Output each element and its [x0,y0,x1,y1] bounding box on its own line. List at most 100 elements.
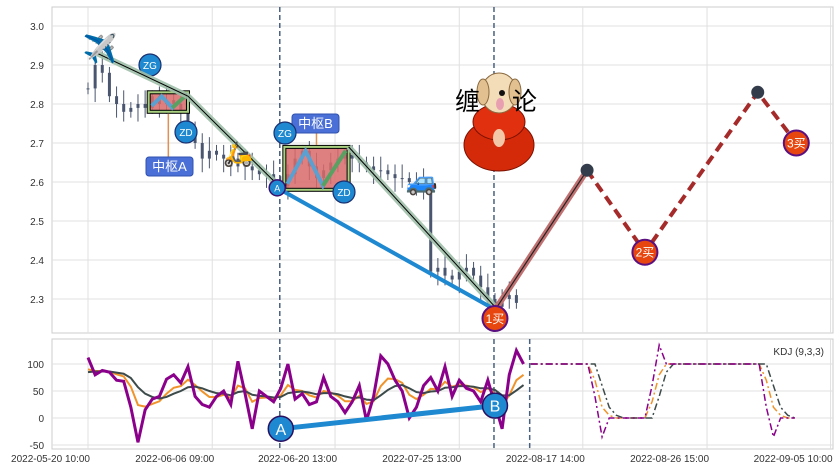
dog-nose [499,90,505,96]
candle-body [93,65,97,89]
x-tick-label: 2022-09-05 10:00 [754,454,833,465]
price-y-tick: 2.5 [30,217,44,228]
price-y-tick: 2.9 [30,61,44,72]
candle-body [143,104,147,108]
price-y-tick: 2.6 [30,178,44,189]
divergence-line [276,186,491,309]
x-tick-label: 2022-06-06 09:00 [135,454,214,465]
candle-body [479,275,483,288]
zhongshu-label-box [145,156,194,177]
candle-body [250,166,254,171]
buy-point-label: 2买 [636,246,655,260]
kdj-y-tick: 100 [27,360,44,371]
pivot-dot [580,163,594,177]
x-tick-label: 2022-07-25 13:00 [382,454,461,465]
up-stroke-core [496,169,588,308]
divergence-a-marker [268,179,286,197]
kdj-title: KDJ (9,3,3) [773,347,824,358]
candle-body [407,178,411,182]
candle-body [514,295,518,303]
dog-hands [493,129,505,147]
candle-body [350,154,354,159]
x-tick-label: 2022-08-26 15:00 [630,454,709,465]
candle-body [457,271,461,280]
candle-body [129,107,133,112]
candle-body [472,267,476,276]
price-y-tick: 2.7 [30,139,44,150]
kdj-plot-area [51,338,834,450]
kdj-panel: 2022-05-20 10:00 2022-06-06 09:00 2022-06-… [11,338,834,465]
logo-char-1: 缠 [455,88,480,116]
candle-body [429,189,433,272]
candle-body [122,104,126,112]
dog-ear [476,78,490,106]
candle-body [86,88,90,90]
zd-label: ZD [337,188,350,199]
candle-body [215,150,219,155]
zhongshu-border [283,145,350,191]
car-icon: 🚙 [406,166,438,197]
buy-point-marker [481,305,509,332]
candle-body [100,65,104,73]
candle-body [136,104,140,108]
kdj-projection-j [530,342,795,440]
scooter-icon: 🛵 [223,141,253,168]
candle-body [486,287,490,299]
candle-body [236,158,240,167]
candle-body [450,275,454,280]
x-tick-label: 2022-06-20 13:00 [258,454,337,465]
projection-stroke [585,88,798,256]
kdj-divergence-label: A [275,422,286,439]
price-panel: 3.0 2.9 2.8 2.7 2.6 2.5 2.4 2.3 中枢A ZG ZD 中枢B ZG ZD A 1… [30,6,834,334]
kdj-y-tick: 50 [33,387,45,398]
zd-marker [174,120,198,144]
zhongshu-zigzag-up [321,149,348,187]
candle-body [436,267,440,272]
candle-body [200,143,204,159]
zg-label: ZG [143,61,157,72]
candle-body [222,154,226,159]
candle-body [186,111,190,128]
pivot-dot [751,85,765,99]
airplane-icon: ✈️ [83,31,118,65]
zd-label: ZD [179,128,192,139]
kdj-y-tick: -50 [30,441,45,452]
candle-body [115,96,119,104]
price-y-tick: 2.4 [30,256,44,267]
kdj-divergence-label: B [490,399,501,416]
buy-point-label: 3买 [787,137,806,151]
candle-body [443,267,447,276]
zhongshu-label: 中枢A [152,159,187,174]
zhongshu-border [147,91,189,113]
kdj-divergence-marker [267,415,295,443]
logo-char-2: 论 [512,88,537,116]
zhongshu-label: 中枢B [298,116,333,131]
zhongshu-zigzag-up [170,94,187,110]
kdj-line-j [86,346,525,443]
kdj-projection-k [530,363,795,419]
candle-body [507,295,511,299]
candle-body [372,166,376,171]
x-tick-label: 2022-05-20 10:00 [11,454,90,465]
dog-ear [508,78,522,106]
kdj-y-tick: 0 [38,414,44,425]
bi-stroke-core [97,52,282,189]
candle-body [414,182,418,183]
candle-body [393,174,397,179]
bi-stroke-core [348,146,496,308]
zg-label: ZG [278,129,292,140]
candle-body [464,267,468,272]
zd-marker [332,180,356,204]
kdj-divergence-marker [481,392,509,419]
kdj-divergence-line [280,403,496,432]
candle-body [243,158,247,167]
x-tick-label: 2022-08-17 14:00 [506,454,585,465]
candle-body [400,178,404,180]
dog-tongue [496,98,504,110]
candle-body [257,170,261,175]
zhongshu-label-box [291,113,340,134]
candle-body [422,182,426,190]
candle-body [379,170,383,172]
divergence-a-label: A [274,183,280,193]
price-y-tick: 3.0 [30,22,44,33]
